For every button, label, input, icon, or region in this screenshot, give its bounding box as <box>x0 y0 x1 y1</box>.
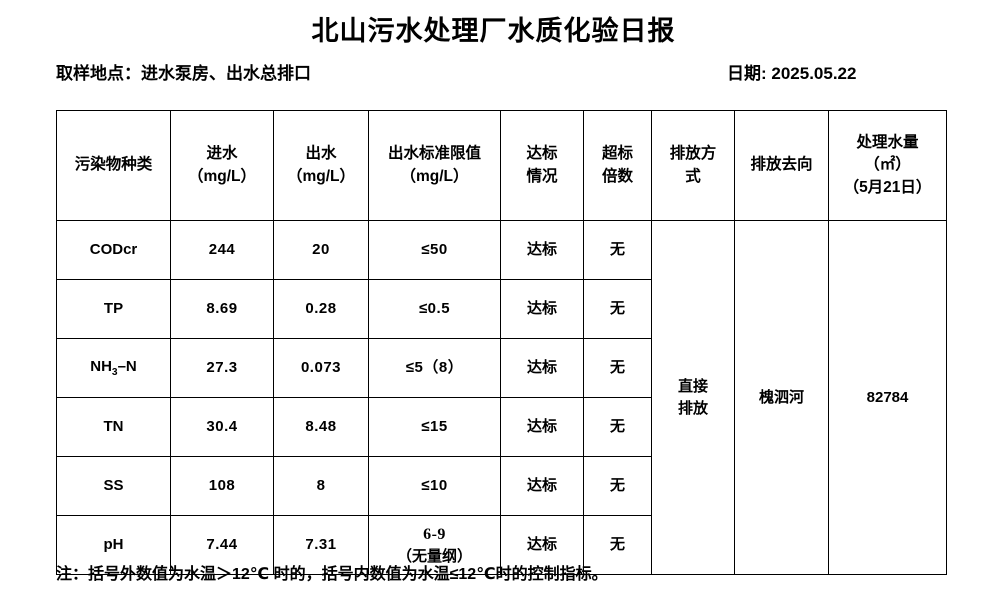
table-header: 污染物种类 进水 （mg/L） 出水 （mg/L） 出水标准限值 （mg/L） <box>56 110 947 221</box>
cell-standard: ≤15 <box>368 397 501 457</box>
cell-exceed: 无 <box>583 515 652 575</box>
table-body: CODcr 244 20 ≤50 达标 无 直接 排放 槐泗河 82784 TP <box>56 220 947 575</box>
cell-compliance: 达标 <box>500 338 584 398</box>
cell-exceed: 无 <box>583 456 652 516</box>
cell-exceed: 无 <box>583 220 652 280</box>
header-discharge-mode-line2: 式 <box>685 167 701 185</box>
cell-standard: ≤50 <box>368 220 501 280</box>
cell-standard: ≤5（8） <box>368 338 501 398</box>
header-standard-line1: 出水标准限值 <box>387 145 481 163</box>
cell-effluent: 7.31 <box>273 515 369 575</box>
cell-influent: 108 <box>170 456 274 516</box>
header-effluent-line1: 出水 <box>305 145 337 163</box>
footnote: 注：括号外数值为水温＞12℃ 时的，括号内数值为水温≤12℃时的控制指标。 <box>56 566 608 583</box>
header-compliance-line1: 达标 <box>526 145 558 163</box>
header-standard-line2: （mg/L） <box>400 167 469 185</box>
header-exceed-line1: 超标 <box>601 145 633 163</box>
table-row: TP 8.69 0.28 ≤0.5 达标 无 <box>56 279 947 339</box>
cell-effluent: 0.28 <box>273 279 369 339</box>
header-pollutant: 污染物种类 <box>56 110 171 221</box>
table-row: TN 30.4 8.48 ≤15 达标 无 <box>56 397 947 457</box>
discharge-mode-line1: 直接 <box>677 377 708 395</box>
cell-influent: 244 <box>170 220 274 280</box>
cell-compliance: 达标 <box>500 220 584 280</box>
cell-pollutant: NH3–N <box>56 338 171 398</box>
cell-influent: 8.69 <box>170 279 274 339</box>
cell-effluent: 8 <box>273 456 369 516</box>
cell-standard: ≤0.5 <box>368 279 501 339</box>
cell-pollutant: TP <box>56 279 171 339</box>
standard-line2: （无量纲） <box>396 547 472 565</box>
cell-exceed: 无 <box>583 338 652 398</box>
header-influent-line1: 进水 <box>206 145 238 163</box>
cell-pollutant: SS <box>56 456 171 516</box>
header-exceed-multiple: 超标 倍数 <box>583 110 652 221</box>
header-treated-volume: 处理水量 （㎡） （5月21日） <box>828 110 947 221</box>
header-compliance: 达标 情况 <box>500 110 584 221</box>
table-row: CODcr 244 20 ≤50 达标 无 直接 排放 槐泗河 82784 <box>56 220 947 575</box>
cell-effluent: 20 <box>273 220 369 280</box>
cell-exceed: 无 <box>583 279 652 339</box>
header-influent-line2: （mg/L） <box>187 167 257 185</box>
header-volume-line1: 处理水量 <box>856 133 919 151</box>
cell-treated-volume: 82784 <box>828 220 947 575</box>
discharge-mode-line2: 排放 <box>677 399 708 417</box>
cell-pollutant: CODcr <box>56 220 171 280</box>
cell-pollutant: TN <box>56 397 171 457</box>
sampling-location-label: 取样地点：进水泵房、出水总排口 <box>56 63 311 83</box>
cell-compliance: 达标 <box>500 456 584 516</box>
table-row: NH3–N 27.3 0.073 ≤5（8） 达标 无 <box>56 338 947 398</box>
header-effluent: 出水 （mg/L） <box>273 110 369 221</box>
header-discharge-mode: 排放方 式 <box>651 110 735 221</box>
header-discharge-mode-line1: 排放方 <box>669 145 717 163</box>
header-standard-limit: 出水标准限值 （mg/L） <box>368 110 501 221</box>
cell-pollutant: pH <box>56 515 171 575</box>
header-volume-line2: （㎡） <box>864 156 911 174</box>
page-title: 北山污水处理厂水质化验日报 <box>311 16 676 46</box>
cell-exceed: 无 <box>583 397 652 457</box>
cell-influent: 7.44 <box>170 515 274 575</box>
cell-compliance: 达标 <box>500 397 584 457</box>
header-effluent-line2: （mg/L） <box>286 167 356 185</box>
header-pollutant-label: 污染物种类 <box>74 156 153 174</box>
header-exceed-line2: 倍数 <box>601 167 633 185</box>
water-quality-table-wrap: 污染物种类 进水 （mg/L） 出水 （mg/L） 出水标准限值 （mg/L） <box>56 110 947 575</box>
header-row: 污染物种类 进水 （mg/L） 出水 （mg/L） 出水标准限值 （mg/L） <box>56 110 947 221</box>
header-volume-line3: （5月21日） <box>843 178 932 196</box>
header-influent: 进水 （mg/L） <box>170 110 274 221</box>
report-date-label: 日期: 2025.05.22 <box>727 63 857 83</box>
table-row: pH 7.44 7.31 6-9 （无量纲） 达标 无 <box>56 515 947 575</box>
cell-influent: 30.4 <box>170 397 274 457</box>
cell-discharge-mode: 直接 排放 <box>651 220 735 575</box>
header-discharge-destination: 排放去向 <box>734 110 829 221</box>
subheader: 取样地点：进水泵房、出水总排口 日期: 2025.05.22 <box>0 59 987 93</box>
cell-compliance: 达标 <box>500 279 584 339</box>
cell-influent: 27.3 <box>170 338 274 398</box>
cell-discharge-destination: 槐泗河 <box>734 220 829 575</box>
water-quality-table: 污染物种类 进水 （mg/L） 出水 （mg/L） 出水标准限值 （mg/L） <box>56 110 947 575</box>
standard-line1: 6-9 <box>423 525 446 543</box>
header-discharge-destination-label: 排放去向 <box>750 156 813 174</box>
cell-standard: ≤10 <box>368 456 501 516</box>
cell-effluent: 8.48 <box>273 397 369 457</box>
header-compliance-line2: 情况 <box>526 167 558 185</box>
table-row: SS 108 8 ≤10 达标 无 <box>56 456 947 516</box>
cell-effluent: 0.073 <box>273 338 369 398</box>
